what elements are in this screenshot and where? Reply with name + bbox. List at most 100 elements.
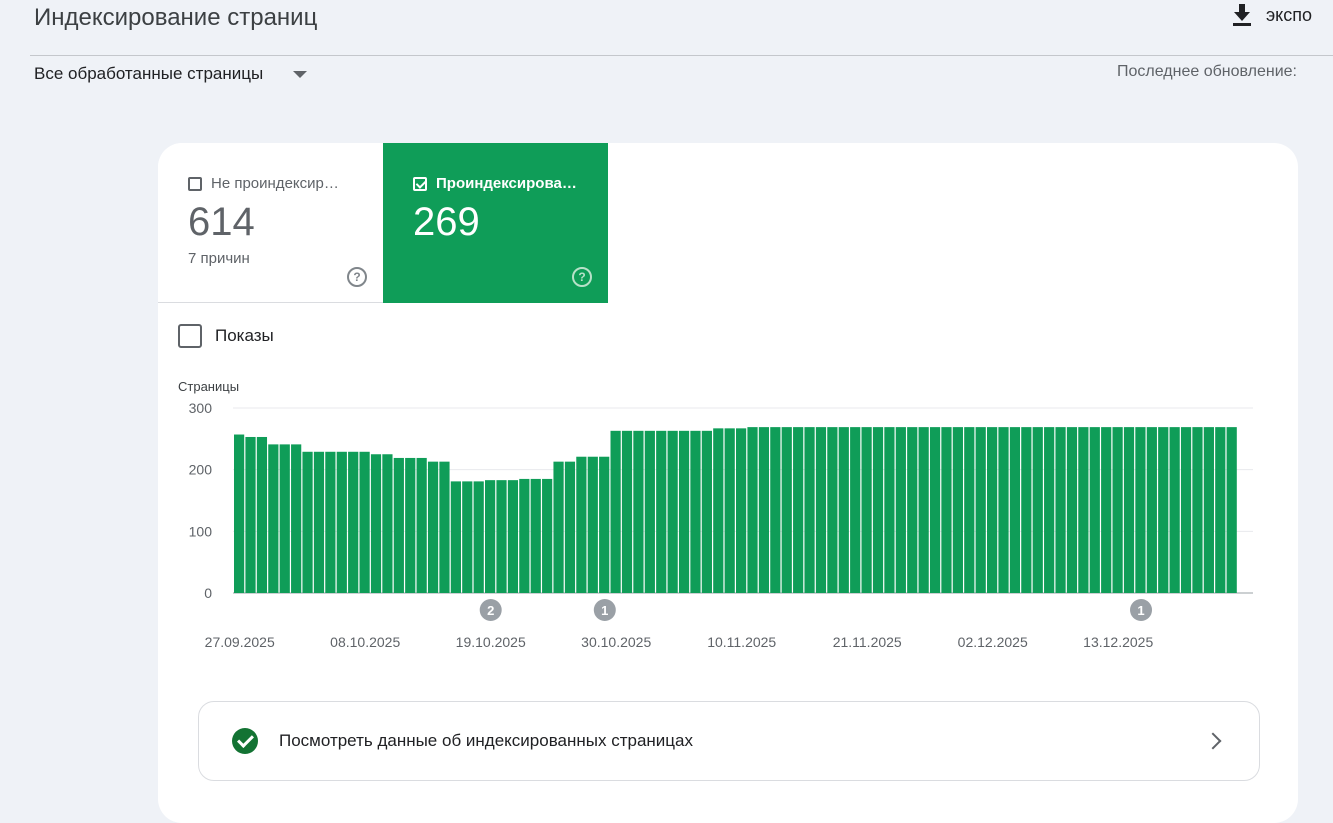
help-icon[interactable]: ? bbox=[572, 267, 592, 287]
bar bbox=[918, 427, 929, 593]
bar bbox=[382, 454, 393, 593]
bar bbox=[427, 461, 439, 593]
bar bbox=[530, 478, 541, 593]
bar bbox=[656, 430, 667, 593]
bar bbox=[1146, 427, 1157, 593]
indexed-label: Проиндексирова… bbox=[436, 175, 577, 192]
bar bbox=[815, 427, 827, 593]
bar bbox=[302, 451, 313, 593]
pages-filter-dropdown[interactable]: Все обработанные страницы bbox=[34, 64, 308, 84]
bar bbox=[1021, 427, 1032, 593]
bar bbox=[758, 427, 770, 593]
bar bbox=[1078, 427, 1089, 593]
pages-bar-chart: Страницы 0 100 200 300 2 1 1 27.09.2025 08.10.202… bbox=[178, 379, 1253, 650]
bar bbox=[1158, 427, 1169, 593]
tab-not-indexed[interactable]: Не проиндексир… 614 7 причин ? bbox=[158, 143, 383, 303]
bar bbox=[633, 430, 644, 593]
bar bbox=[1123, 427, 1135, 593]
bar bbox=[952, 427, 963, 593]
annotation-label: 1 bbox=[1137, 603, 1144, 618]
download-icon bbox=[1232, 4, 1252, 26]
bar bbox=[576, 456, 587, 593]
bar bbox=[405, 457, 416, 593]
bar bbox=[599, 456, 610, 593]
bar bbox=[1135, 427, 1146, 593]
bar bbox=[895, 427, 906, 593]
bar bbox=[485, 480, 496, 593]
help-icon[interactable]: ? bbox=[347, 267, 367, 287]
bar bbox=[872, 427, 884, 593]
not-indexed-count: 614 bbox=[188, 200, 255, 244]
bar bbox=[1089, 427, 1100, 593]
not-indexed-label: Не проиндексир… bbox=[211, 175, 339, 192]
annotation-marker bbox=[593, 599, 616, 621]
bar bbox=[1066, 427, 1078, 593]
bar bbox=[496, 480, 507, 593]
bar bbox=[1112, 427, 1123, 593]
y-tick-label: 0 bbox=[204, 585, 212, 601]
bar bbox=[850, 427, 861, 593]
bar bbox=[245, 436, 256, 593]
bar bbox=[325, 451, 336, 593]
bar bbox=[667, 430, 678, 593]
bar bbox=[370, 454, 382, 593]
bar bbox=[724, 428, 735, 593]
bar bbox=[1009, 427, 1021, 593]
bar bbox=[279, 444, 290, 593]
x-tick-label: 30.10.2025 bbox=[581, 634, 651, 650]
tab-indexed[interactable]: Проиндексирова… 269 ? bbox=[383, 143, 608, 303]
shows-toggle[interactable]: Показы bbox=[178, 324, 274, 348]
export-button[interactable]: экспо bbox=[1232, 4, 1312, 26]
bar bbox=[610, 430, 621, 593]
bar bbox=[1180, 427, 1192, 593]
shows-checkbox[interactable] bbox=[178, 324, 202, 348]
bar bbox=[941, 427, 952, 593]
annotation-marker bbox=[479, 599, 502, 621]
y-tick-label: 300 bbox=[189, 400, 213, 416]
bar bbox=[770, 427, 781, 593]
indexed-checkbox[interactable] bbox=[413, 176, 427, 191]
tabs-divider bbox=[608, 302, 1298, 303]
bar bbox=[473, 481, 484, 593]
indexing-card: Не проиндексир… 614 7 причин ? Проиндекс… bbox=[158, 143, 1298, 823]
bar bbox=[1192, 427, 1203, 593]
bar bbox=[736, 428, 747, 593]
header-divider bbox=[30, 55, 1333, 56]
bar bbox=[964, 427, 975, 593]
bar bbox=[450, 481, 461, 593]
page-title: Индексирование страниц bbox=[34, 4, 318, 31]
bar bbox=[1215, 427, 1226, 593]
bar bbox=[975, 427, 986, 593]
not-indexed-checkbox[interactable] bbox=[188, 176, 202, 191]
last-update-label: Последнее обновление: bbox=[1117, 63, 1297, 80]
bar bbox=[907, 427, 918, 593]
bar bbox=[747, 427, 758, 593]
bar bbox=[838, 427, 849, 593]
view-indexed-pages-label: Посмотреть данные об индексированных стр… bbox=[279, 731, 693, 750]
bar bbox=[678, 430, 690, 593]
not-indexed-reasons: 7 причин bbox=[188, 250, 250, 267]
bar bbox=[291, 444, 302, 593]
check-circle-icon bbox=[232, 728, 258, 754]
bar bbox=[861, 427, 872, 593]
bar bbox=[256, 436, 268, 593]
x-tick-label: 19.10.2025 bbox=[456, 634, 526, 650]
annotation-marker bbox=[1130, 599, 1153, 621]
bar bbox=[1226, 427, 1237, 593]
bar bbox=[439, 461, 450, 593]
shows-label: Показы bbox=[215, 326, 274, 345]
bar bbox=[1203, 427, 1214, 593]
bar bbox=[542, 478, 553, 593]
bar bbox=[587, 456, 598, 593]
view-indexed-pages-link[interactable]: Посмотреть данные об индексированных стр… bbox=[198, 701, 1260, 781]
x-tick-label: 08.10.2025 bbox=[330, 634, 400, 650]
indexed-count: 269 bbox=[413, 200, 480, 244]
annotation-label: 2 bbox=[487, 603, 494, 618]
bar bbox=[313, 451, 325, 593]
x-tick-label: 27.09.2025 bbox=[205, 634, 275, 650]
export-label: экспо bbox=[1266, 4, 1313, 25]
y-tick-label: 200 bbox=[189, 462, 213, 478]
bar bbox=[1044, 427, 1055, 593]
y-axis-label: Страницы bbox=[178, 379, 239, 394]
filter-label: Все обработанные страницы bbox=[34, 64, 264, 83]
